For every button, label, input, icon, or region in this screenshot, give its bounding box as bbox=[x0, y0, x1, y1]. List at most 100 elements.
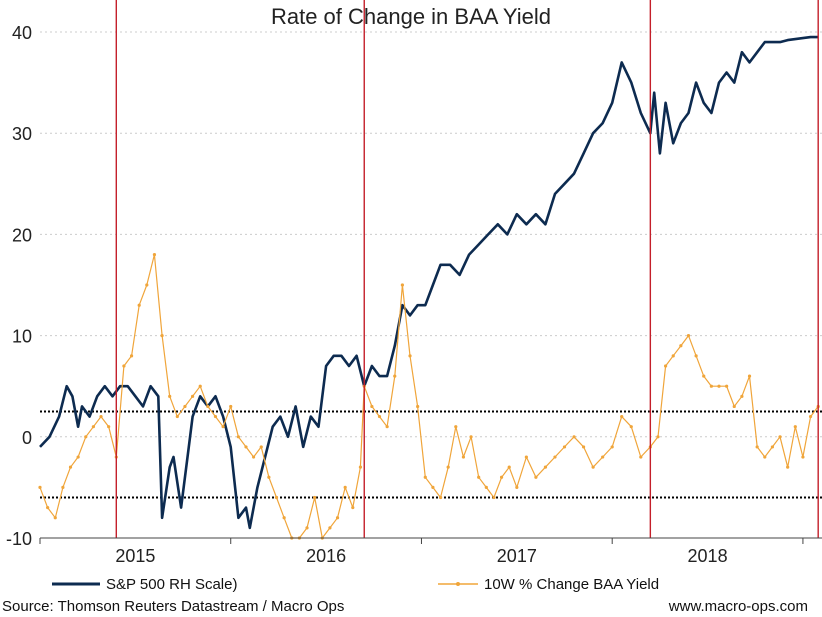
baa-point bbox=[198, 384, 202, 388]
baa-point bbox=[122, 364, 126, 368]
baa-point bbox=[416, 404, 420, 409]
baa-point bbox=[808, 414, 813, 419]
source-note: Source: Thomson Reuters Datastream / Mac… bbox=[2, 598, 345, 615]
baa-point bbox=[61, 485, 65, 489]
baa-point bbox=[385, 425, 389, 429]
baa-point bbox=[591, 465, 595, 469]
y-tick-label: 30 bbox=[12, 124, 32, 144]
baa-point bbox=[725, 384, 729, 388]
y-tick-label: -10 bbox=[6, 529, 32, 549]
baa-point bbox=[129, 354, 134, 358]
y-tick-label: 40 bbox=[12, 23, 32, 43]
y-tick-label: 20 bbox=[12, 225, 32, 245]
baa-point bbox=[351, 506, 355, 510]
sp500-line bbox=[39, 35, 819, 530]
baa-point bbox=[562, 445, 567, 449]
baa-point bbox=[524, 455, 528, 459]
baa-point bbox=[76, 455, 80, 459]
baa-point bbox=[507, 465, 511, 469]
event-lines bbox=[115, 0, 819, 538]
baa-point bbox=[469, 435, 473, 439]
baa-point bbox=[620, 414, 624, 419]
baa-point bbox=[408, 354, 412, 358]
legend-baa-marker bbox=[456, 582, 460, 586]
baa-point bbox=[786, 465, 790, 469]
baa-point bbox=[84, 435, 88, 439]
baa-point bbox=[229, 404, 233, 409]
baa-point bbox=[492, 495, 496, 500]
baa-point bbox=[377, 414, 382, 419]
baa-point bbox=[461, 455, 466, 459]
legend: S&P 500 RH Scale) 10W % Change BAA Yield bbox=[52, 576, 659, 593]
x-axis-ticks: 2015 2016 2017 2018 bbox=[39, 538, 804, 566]
baa-point bbox=[190, 394, 195, 398]
y-tick-label: 10 bbox=[12, 327, 32, 347]
baa-point bbox=[664, 364, 668, 368]
baa-point bbox=[778, 435, 782, 439]
baa-point bbox=[801, 455, 805, 459]
baa-point bbox=[793, 425, 797, 429]
y-tick-label: 0 bbox=[22, 428, 32, 448]
baa-point bbox=[91, 425, 96, 429]
baa-point bbox=[145, 283, 149, 287]
site-url: www.macro-ops.com bbox=[668, 598, 808, 615]
baa-point bbox=[175, 414, 179, 419]
baa-point bbox=[335, 516, 340, 520]
baa-point bbox=[313, 495, 317, 500]
baa-point bbox=[46, 506, 50, 510]
baa-point bbox=[423, 475, 427, 479]
x-tick-label: 2018 bbox=[688, 546, 728, 566]
chart-title: Rate of Change in BAA Yield bbox=[271, 4, 551, 29]
baa-point bbox=[99, 414, 103, 419]
baa-point bbox=[38, 485, 42, 489]
legend-sp500-label: S&P 500 RH Scale) bbox=[106, 576, 237, 593]
baa-point bbox=[68, 465, 73, 469]
baa-point bbox=[717, 384, 721, 388]
baa-point bbox=[671, 354, 675, 358]
baa-point bbox=[553, 455, 557, 459]
baa-point bbox=[168, 394, 172, 398]
series-lines bbox=[38, 35, 820, 540]
baa-point bbox=[656, 435, 660, 439]
baa-point bbox=[515, 485, 519, 489]
baa-point bbox=[400, 283, 404, 287]
baa-point bbox=[770, 445, 775, 449]
baa-point bbox=[543, 465, 548, 469]
baa-point bbox=[601, 455, 605, 459]
baa-point bbox=[763, 455, 767, 459]
baa-point bbox=[137, 303, 141, 307]
baa-point bbox=[370, 404, 374, 409]
baa-point bbox=[431, 485, 435, 489]
baa-point bbox=[244, 445, 248, 449]
baa-point bbox=[343, 485, 347, 489]
baa-point bbox=[282, 516, 286, 520]
baa-point bbox=[686, 334, 691, 338]
baa-point bbox=[484, 485, 488, 489]
baa-point bbox=[629, 425, 633, 429]
baa-point bbox=[305, 526, 309, 530]
baa-point bbox=[477, 475, 481, 479]
baa-point bbox=[53, 516, 57, 520]
baa-point bbox=[152, 253, 157, 257]
baa-point bbox=[740, 394, 744, 398]
baa-point bbox=[438, 495, 443, 500]
baa-point bbox=[709, 384, 713, 388]
y-axis-ticks: 40 30 20 10 0 -10 bbox=[6, 23, 32, 549]
legend-baa-label: 10W % Change BAA Yield bbox=[484, 576, 659, 593]
baa-point bbox=[107, 425, 111, 429]
baa-point bbox=[267, 475, 271, 479]
baa-point bbox=[221, 425, 225, 429]
baa-point bbox=[328, 526, 332, 530]
baa-point bbox=[747, 374, 752, 378]
baa-point bbox=[534, 475, 538, 479]
baa-point bbox=[206, 404, 210, 409]
x-tick-label: 2016 bbox=[306, 546, 346, 566]
baa-point bbox=[183, 404, 187, 409]
baa-point bbox=[274, 495, 279, 500]
baa-point bbox=[160, 334, 164, 338]
baa-point bbox=[732, 404, 736, 409]
baa-point bbox=[610, 445, 614, 449]
baa-point bbox=[499, 475, 504, 479]
baa-point bbox=[446, 465, 450, 469]
